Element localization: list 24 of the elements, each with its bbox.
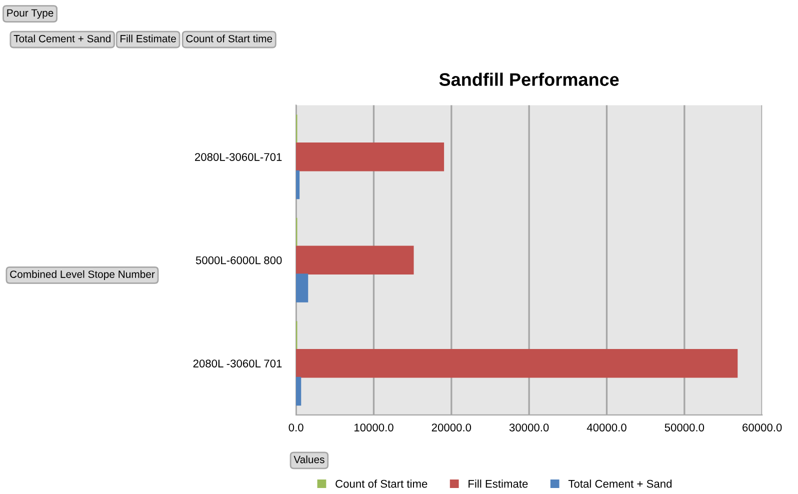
bar — [296, 246, 414, 274]
bar — [296, 142, 444, 172]
x-tick-label: 20000.0 — [432, 424, 472, 432]
text: Pour Type — [7, 9, 54, 19]
legend-label: Total Cement + Sand — [568, 480, 672, 488]
text: Values — [294, 456, 324, 464]
bar — [296, 274, 308, 302]
x-tick-label: 30000.0 — [509, 424, 549, 432]
x-tick-label: 0.0 — [288, 424, 304, 432]
chart-title: Sandfill Performance — [439, 72, 619, 86]
text: Count of Start time — [186, 34, 272, 42]
text: Total Cement + Sand — [14, 34, 110, 42]
y-axis-title: Combined Level Stope Number — [10, 270, 155, 280]
x-tick-label: 60000.0 — [742, 424, 782, 432]
legend-label: Count of Start time — [336, 480, 428, 488]
y-tick-label: 2080L -3060L 701 — [193, 360, 282, 368]
legend-label: Fill Estimate — [468, 480, 528, 488]
x-tick-label: 50000.0 — [664, 424, 704, 432]
text: Fill Estimate — [120, 34, 176, 42]
x-tick-label: 40000.0 — [586, 424, 626, 432]
bar — [296, 348, 738, 378]
y-tick-label: 2080L-3060L-701 — [195, 153, 282, 161]
x-tick-label: 10000.0 — [354, 424, 394, 432]
y-tick-label: 5000L-6000L 800 — [196, 256, 282, 264]
